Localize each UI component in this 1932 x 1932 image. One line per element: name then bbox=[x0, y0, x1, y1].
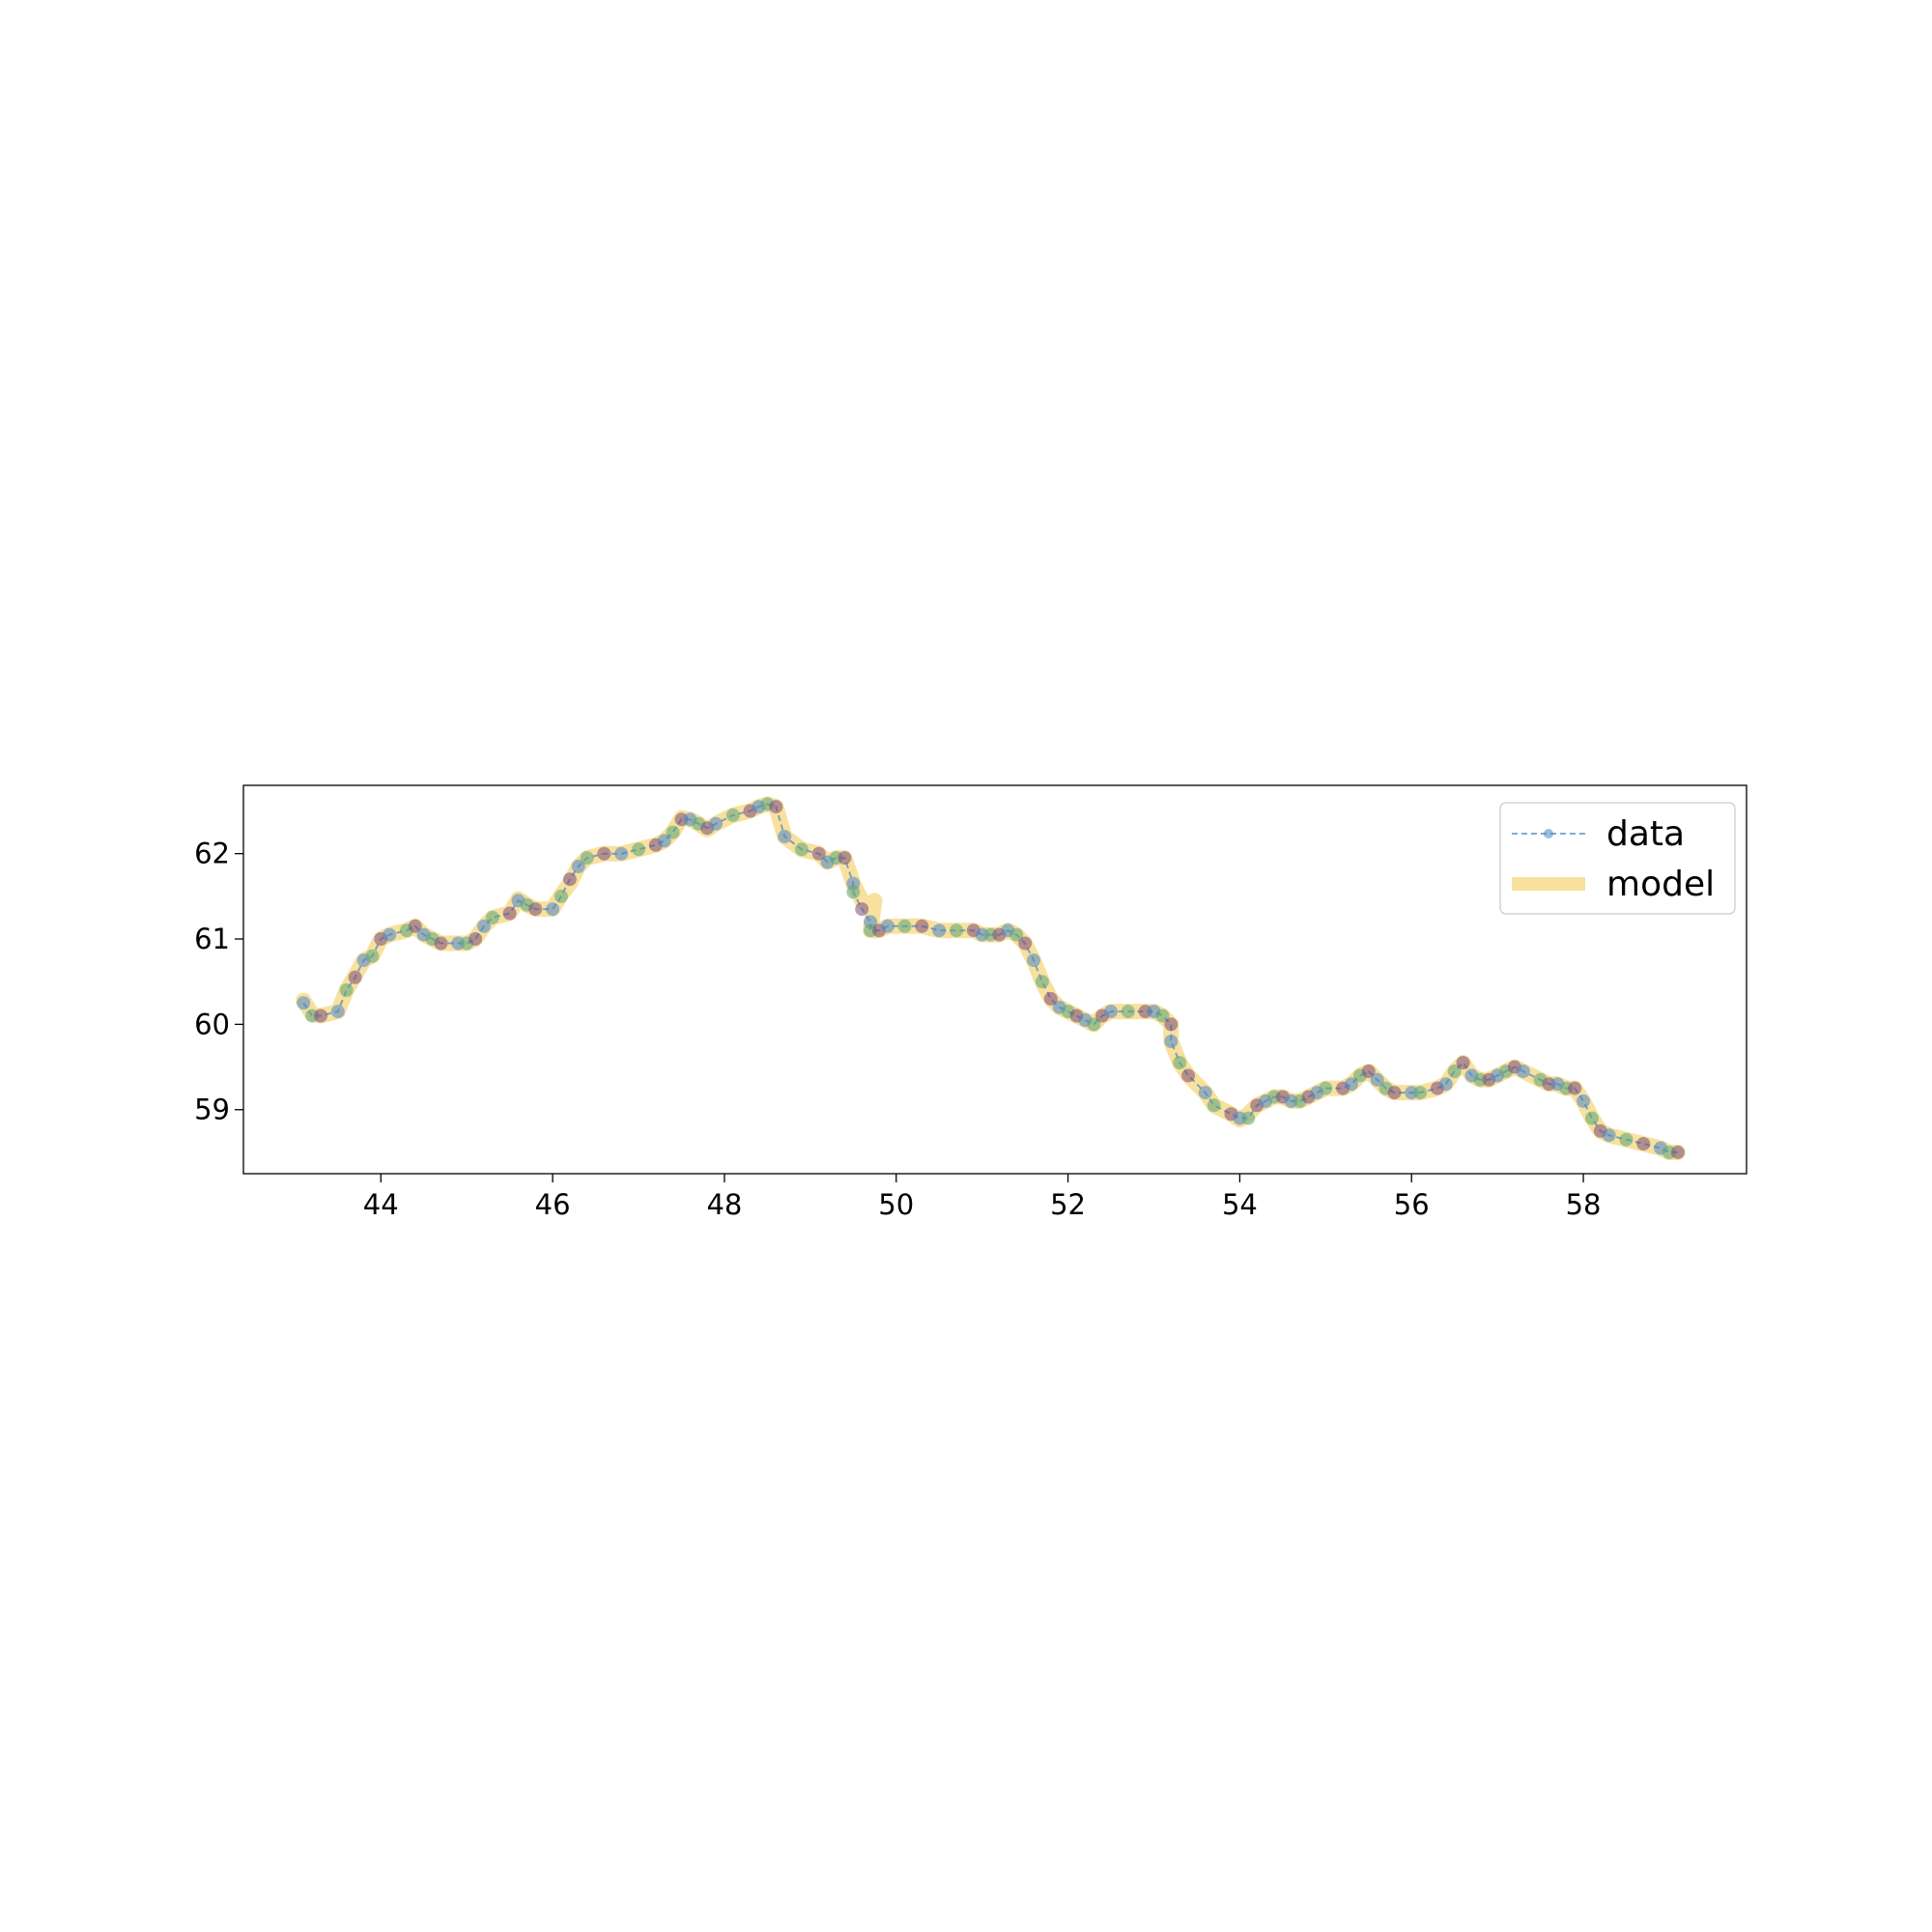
data-point bbox=[365, 949, 380, 963]
data-point bbox=[950, 923, 963, 938]
data-point bbox=[485, 910, 499, 924]
data-point bbox=[597, 846, 611, 861]
data-point bbox=[339, 983, 354, 997]
x-tick-label: 46 bbox=[535, 1188, 571, 1221]
data-point bbox=[1104, 1005, 1118, 1019]
data-point bbox=[1370, 1072, 1384, 1087]
data-point bbox=[838, 851, 852, 866]
data-point bbox=[1009, 927, 1024, 942]
y-tick-label: 59 bbox=[194, 1094, 230, 1126]
y-tick-label: 62 bbox=[194, 838, 230, 870]
data-point bbox=[1456, 1056, 1470, 1070]
data-point bbox=[383, 927, 397, 942]
data-point bbox=[528, 902, 543, 917]
data-point bbox=[502, 906, 517, 921]
data-point bbox=[434, 936, 448, 951]
data-point bbox=[1198, 1086, 1212, 1100]
data-point bbox=[778, 830, 792, 843]
x-tick-label: 48 bbox=[706, 1188, 742, 1221]
x-tick-label: 58 bbox=[1566, 1188, 1602, 1221]
x-tick-label: 56 bbox=[1394, 1188, 1430, 1221]
x-tick-label: 44 bbox=[363, 1188, 399, 1221]
data-point bbox=[580, 851, 594, 866]
data-point bbox=[932, 923, 947, 938]
data-point bbox=[794, 842, 809, 857]
data-point bbox=[709, 816, 723, 831]
data-point bbox=[1027, 953, 1040, 968]
data-point bbox=[562, 872, 577, 887]
data-point bbox=[1345, 1077, 1358, 1092]
data-point bbox=[1043, 991, 1058, 1006]
data-point bbox=[1516, 1065, 1530, 1078]
legend: data model bbox=[1499, 802, 1736, 915]
axes-frame bbox=[242, 784, 1747, 1175]
data-point bbox=[1636, 1137, 1651, 1151]
data-point bbox=[725, 808, 740, 822]
y-axis: 59 60 61 62 bbox=[194, 838, 243, 1126]
data-point bbox=[657, 834, 671, 848]
data-point bbox=[330, 1005, 345, 1019]
data-point bbox=[855, 902, 869, 917]
data-point bbox=[1164, 1035, 1179, 1049]
x-axis: 44 46 48 50 52 54 56 58 bbox=[363, 1174, 1602, 1221]
data-point bbox=[1173, 1056, 1187, 1070]
data-series-layer bbox=[297, 797, 1685, 1159]
data-point bbox=[1619, 1132, 1634, 1147]
data-point bbox=[1413, 1086, 1428, 1100]
data-point bbox=[1164, 1017, 1179, 1032]
x-tick-label: 50 bbox=[878, 1188, 914, 1221]
data-point bbox=[1670, 1145, 1685, 1159]
x-tick-label: 54 bbox=[1222, 1188, 1258, 1221]
data-point bbox=[1155, 1009, 1170, 1023]
data-point bbox=[1585, 1111, 1599, 1125]
plot-area bbox=[242, 784, 1747, 1175]
data-point bbox=[1577, 1094, 1591, 1108]
data-point bbox=[1447, 1065, 1462, 1078]
data-point bbox=[846, 885, 861, 899]
data-point bbox=[554, 889, 568, 903]
data-point bbox=[1438, 1077, 1453, 1092]
data-point bbox=[477, 919, 491, 933]
x-tick-label: 52 bbox=[1050, 1188, 1086, 1221]
data-point bbox=[915, 919, 929, 933]
legend-label-data: data bbox=[1606, 814, 1685, 854]
data-point bbox=[297, 996, 311, 1010]
legend-label-model: model bbox=[1606, 865, 1715, 904]
data-point bbox=[348, 970, 362, 984]
data-point bbox=[1018, 936, 1033, 951]
data-point bbox=[811, 846, 826, 861]
data-point bbox=[571, 859, 585, 873]
data-point bbox=[1568, 1081, 1582, 1095]
data-point bbox=[769, 800, 783, 814]
data-point bbox=[1361, 1065, 1376, 1078]
data-point bbox=[1387, 1086, 1402, 1100]
data-point bbox=[469, 932, 483, 946]
data-point bbox=[1087, 1017, 1101, 1032]
legend-data-marker bbox=[1544, 829, 1553, 838]
data-point bbox=[1121, 1005, 1135, 1019]
data-point bbox=[632, 842, 645, 857]
data-point bbox=[1241, 1111, 1256, 1125]
data-point bbox=[546, 902, 560, 917]
y-tick-label: 61 bbox=[194, 923, 230, 955]
data-point bbox=[314, 1009, 327, 1023]
y-tick-label: 60 bbox=[194, 1008, 230, 1040]
data-point bbox=[897, 919, 912, 933]
data-point bbox=[880, 919, 895, 933]
data-point bbox=[1181, 1068, 1196, 1083]
data-point bbox=[408, 919, 422, 933]
data-point bbox=[614, 846, 629, 861]
data-point bbox=[1602, 1128, 1616, 1143]
data-point bbox=[1207, 1098, 1221, 1113]
data-point bbox=[1035, 975, 1049, 989]
data-point bbox=[666, 825, 680, 839]
data-point bbox=[1319, 1081, 1333, 1095]
